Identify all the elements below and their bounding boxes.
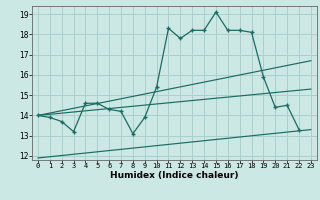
X-axis label: Humidex (Indice chaleur): Humidex (Indice chaleur) <box>110 171 239 180</box>
